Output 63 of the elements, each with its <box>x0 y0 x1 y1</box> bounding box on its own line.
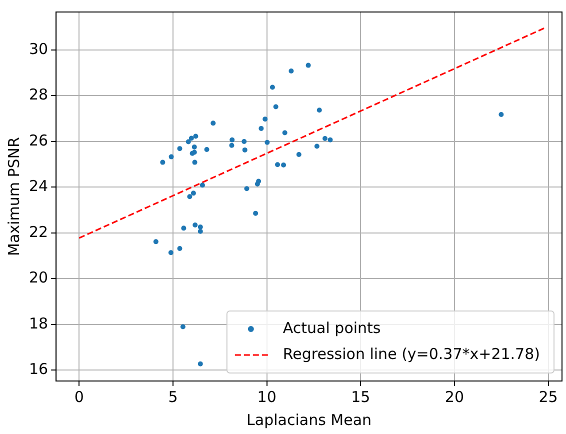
x-tick-label: 25 <box>538 388 558 406</box>
point <box>153 239 158 244</box>
point <box>328 137 333 142</box>
point <box>177 246 182 252</box>
point <box>187 194 192 200</box>
point <box>322 136 328 142</box>
point <box>198 224 203 230</box>
x-tick-label: 15 <box>351 388 370 406</box>
y-tick-label: 22 <box>28 222 48 241</box>
point <box>242 147 248 152</box>
legend-label: Regression line (y=0.37*x+21.78) <box>282 344 540 363</box>
point <box>256 178 262 184</box>
point <box>273 104 278 110</box>
point <box>296 152 302 158</box>
point <box>168 250 174 256</box>
legend-label: Actual points <box>282 318 381 337</box>
y-tick-label: 24 <box>28 177 48 196</box>
x-tick-label: 5 <box>168 388 178 406</box>
point <box>229 142 234 148</box>
point <box>314 144 320 149</box>
x-axis-title: Laplacians Mean <box>246 410 372 429</box>
point <box>192 160 198 165</box>
y-tick-label: 20 <box>28 268 48 287</box>
point <box>192 144 197 150</box>
point <box>200 182 205 188</box>
point <box>198 361 203 366</box>
point <box>230 137 235 142</box>
y-tick-label: 30 <box>28 40 48 58</box>
point <box>181 226 186 231</box>
point <box>168 154 174 160</box>
y-tick-label: 16 <box>28 360 48 378</box>
point <box>210 120 216 126</box>
point <box>190 190 196 196</box>
x-tick-label: 20 <box>444 388 464 406</box>
point <box>270 84 275 90</box>
y-tick-label: 26 <box>28 131 48 150</box>
point <box>316 108 322 113</box>
y-tick-label: 28 <box>28 86 48 104</box>
point <box>306 62 311 68</box>
point <box>198 228 203 234</box>
point <box>160 160 166 165</box>
point <box>193 134 198 139</box>
point <box>262 116 268 122</box>
point <box>177 146 182 152</box>
point <box>282 130 288 136</box>
point <box>192 222 198 228</box>
y-tick-label: 18 <box>28 314 48 332</box>
point <box>253 210 258 216</box>
point <box>264 140 270 145</box>
point <box>288 68 294 74</box>
point <box>281 162 286 168</box>
point <box>204 146 210 152</box>
point <box>258 126 264 131</box>
x-tick-label: 10 <box>257 388 276 406</box>
y-axis-title: Maximum PSNR <box>4 137 23 256</box>
point <box>244 186 250 192</box>
point <box>242 138 247 144</box>
point <box>498 112 504 117</box>
point <box>186 139 191 144</box>
point <box>188 136 194 141</box>
point <box>180 324 186 330</box>
point <box>275 162 280 168</box>
x-tick-label: 0 <box>74 388 84 406</box>
